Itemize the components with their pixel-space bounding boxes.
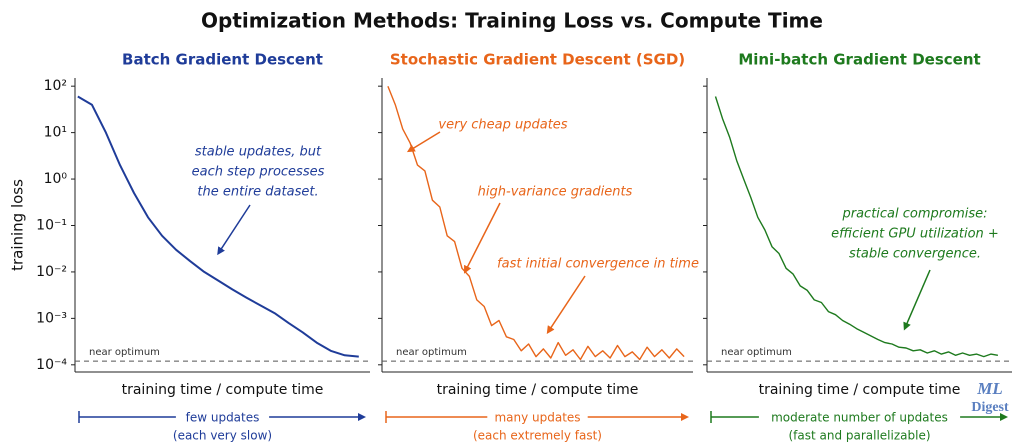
- footer-label: many updates: [494, 411, 580, 425]
- annotation-arrow: [464, 202, 501, 274]
- loss-curve: [714, 96, 999, 358]
- annotation: efficient GPU utilization +: [831, 227, 999, 242]
- annotation: stable convergence.: [849, 247, 981, 262]
- x-axis-label: training time / compute time: [122, 382, 324, 398]
- y-tick-label: 10⁰: [44, 171, 68, 187]
- footer-label-bg: [175, 408, 270, 426]
- footer-label: moderate number of updates: [771, 411, 948, 425]
- y-tick-label: 10⁻³: [36, 310, 67, 326]
- loss-curve: [77, 95, 359, 358]
- panel-title: Batch Gradient Descent: [122, 51, 323, 69]
- reference-label: near optimum: [396, 347, 467, 358]
- annotation-arrow: [903, 269, 931, 331]
- y-axis-label: training loss: [9, 179, 27, 271]
- footer-label: (each very slow): [173, 429, 272, 443]
- annotation: fast initial convergence in time: [497, 257, 699, 272]
- annotation: each step processes: [192, 165, 325, 180]
- reference-label: near optimum: [721, 347, 792, 358]
- loss-curve: [387, 85, 685, 361]
- x-axis-label: training time / compute time: [437, 382, 639, 398]
- annotation: practical compromise:: [841, 207, 987, 222]
- annotation-arrow: [217, 204, 251, 256]
- footer-label: few updates: [186, 411, 260, 425]
- annotation: very cheap updates: [438, 118, 567, 133]
- panel-title: Mini-batch Gradient Descent: [738, 51, 980, 69]
- logo: Digest: [971, 400, 1009, 415]
- annotation: the entire dataset.: [197, 185, 318, 200]
- y-tick-label: 10²: [44, 78, 67, 94]
- reference-label: near optimum: [89, 347, 160, 358]
- annotation-arrow: [546, 275, 586, 335]
- annotation-arrow: [406, 131, 441, 153]
- footer-label: (each extremely fast): [473, 429, 602, 443]
- annotation: stable updates, but: [195, 145, 322, 160]
- y-tick-label: 10⁻¹: [36, 217, 67, 233]
- page-title: Optimization Methods: Training Loss vs. …: [201, 9, 823, 33]
- footer-label-bg: [758, 408, 961, 426]
- logo: ML: [976, 379, 1003, 398]
- y-tick-label: 10⁻⁴: [36, 357, 67, 373]
- x-axis-label: training time / compute time: [759, 382, 961, 398]
- y-tick-label: 10¹: [44, 125, 67, 141]
- footer-label-bg: [487, 408, 588, 426]
- y-tick-label: 10⁻²: [36, 264, 67, 280]
- panel-title: Stochastic Gradient Descent (SGD): [390, 51, 685, 69]
- footer-label: (fast and parallelizable): [788, 429, 930, 443]
- annotation: high-variance gradients: [478, 185, 633, 200]
